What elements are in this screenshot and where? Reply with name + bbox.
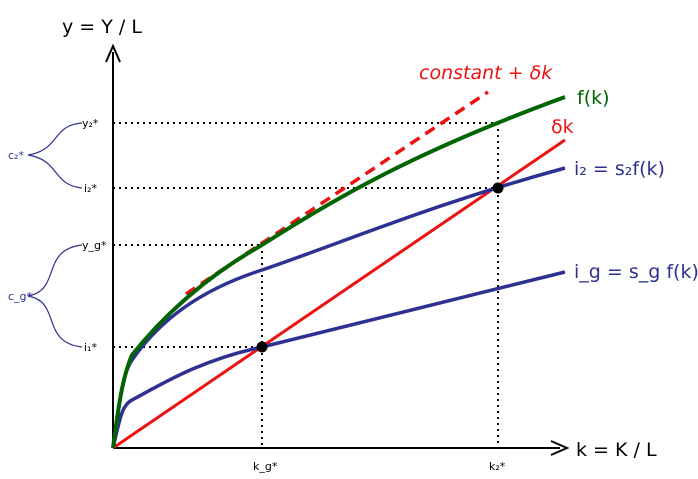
delta-k-label: δk bbox=[551, 116, 574, 138]
yg-mark: y_g* bbox=[82, 239, 107, 252]
y-axis-label: y = Y / L bbox=[62, 16, 142, 38]
f-curve bbox=[111, 95, 566, 449]
f-label: f(k) bbox=[577, 87, 610, 109]
i2-label: i₂ = s₂f(k) bbox=[574, 158, 665, 180]
ig-label: i_g = s_g f(k) bbox=[574, 261, 698, 283]
y2-mark: y₂* bbox=[82, 117, 99, 130]
i2-mark: i₂* bbox=[84, 182, 97, 195]
steady-state-point-2 bbox=[492, 182, 504, 194]
c2-label: c₂* bbox=[8, 149, 24, 162]
ig-curve bbox=[111, 270, 566, 449]
i1-mark: i₁* bbox=[84, 341, 97, 354]
steady-state-point-g bbox=[256, 341, 268, 353]
brace-cg bbox=[27, 244, 83, 348]
kg-mark: k_g* bbox=[253, 460, 278, 473]
k2-mark: k₂* bbox=[489, 460, 506, 473]
y-axis-arrow-icon bbox=[105, 43, 121, 63]
cg-label: c_g* bbox=[8, 290, 33, 303]
tangent-label: constant + δk bbox=[419, 62, 553, 84]
x-axis-label: k = K / L bbox=[576, 439, 657, 461]
x-axis-arrow-icon bbox=[550, 440, 570, 456]
brace-c2 bbox=[27, 122, 83, 189]
